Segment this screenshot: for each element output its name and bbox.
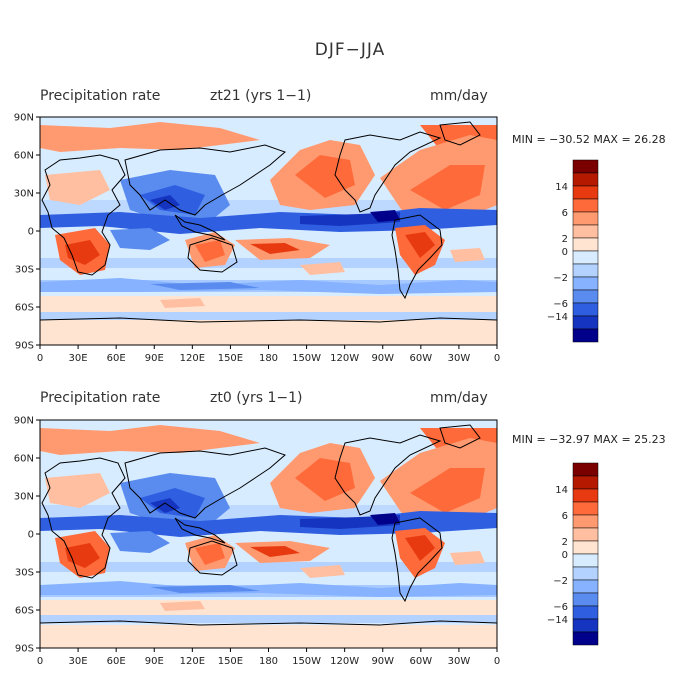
lon-tick-label: 180 — [259, 353, 278, 364]
colorbar-swatch — [572, 224, 599, 239]
panel-1-max: MAX = 26.28 — [593, 133, 666, 146]
colorbar-swatch — [572, 553, 599, 568]
lon-tick-label: 90W — [371, 353, 394, 364]
colorbar-swatch — [572, 185, 599, 200]
lat-tick-label: 90S — [15, 644, 34, 655]
colorbar-swatch — [572, 514, 599, 529]
colorbar-label: 2 — [562, 234, 568, 245]
panel-2-coastlines — [40, 424, 497, 626]
lon-tick-label: 60E — [107, 353, 126, 364]
colorbar-label: 0 — [562, 247, 568, 258]
lat-tick-label: 90S — [15, 341, 34, 352]
lon-tick-label: 120W — [330, 353, 359, 364]
panel-2-max: MAX = 25.23 — [593, 433, 666, 446]
lat-tick-label: 90N — [14, 113, 34, 124]
lon-tick-label: 90E — [145, 656, 164, 667]
lon-tick-label: 90W — [371, 656, 394, 667]
panel-1-min: MIN = −30.52 — [512, 133, 590, 146]
lon-tick-label: 120W — [330, 656, 359, 667]
colorbar-swatch — [572, 198, 599, 213]
lon-tick-label: 30W — [448, 353, 471, 364]
colorbar-swatch — [572, 592, 599, 607]
panel-1-units: mm/day — [430, 88, 488, 104]
colorbar-swatch — [572, 159, 599, 174]
lon-tick-label: 180 — [259, 656, 278, 667]
colorbar-label: −6 — [553, 602, 568, 613]
lat-tick-label: 60N — [14, 151, 34, 162]
colorbar-label: −2 — [553, 273, 568, 284]
lon-tick-label: 60E — [107, 656, 126, 667]
colorbar-swatch — [572, 579, 599, 594]
lat-tick-label: 90N — [14, 416, 34, 427]
panel-1-run: zt21 (yrs 1−1) — [210, 88, 312, 104]
lon-tick-label: 0 — [37, 656, 43, 667]
figure-title: DJF−JJA — [314, 40, 386, 60]
lat-tick-label: 30S — [15, 568, 34, 579]
lat-tick-label: 60N — [14, 454, 34, 465]
colorbar-swatch — [572, 527, 599, 542]
colorbar-swatch — [572, 289, 599, 304]
lon-tick-label: 150E — [218, 656, 243, 667]
lon-tick-label: 150W — [292, 353, 321, 364]
panel-2-map — [40, 420, 497, 648]
colorbar-swatch — [572, 462, 599, 477]
lon-tick-label: 150W — [292, 656, 321, 667]
colorbar-swatch — [572, 618, 599, 633]
lat-tick-label: 30N — [14, 189, 34, 200]
lon-tick-label: 30E — [69, 353, 88, 364]
lon-tick-label: 60W — [410, 353, 433, 364]
colorbar-swatch — [572, 172, 599, 187]
lat-tick-label: 30N — [14, 492, 34, 503]
lon-tick-label: 150E — [218, 353, 243, 364]
panel-1-map — [40, 117, 497, 345]
lat-tick-label: 30S — [15, 265, 34, 276]
colorbar-label: −14 — [547, 615, 568, 626]
colorbar-label: 14 — [555, 182, 568, 193]
colorbar-swatch — [572, 501, 599, 516]
lon-tick-label: 60W — [410, 656, 433, 667]
colorbar-swatch — [572, 540, 599, 555]
colorbar-swatch — [572, 302, 599, 317]
colorbar-label: −2 — [553, 576, 568, 587]
lat-tick-label: 0 — [28, 227, 34, 238]
colorbar-swatch — [572, 263, 599, 278]
colorbar-swatch — [572, 328, 599, 343]
lon-tick-label: 0 — [37, 353, 43, 364]
colorbar-swatch — [572, 605, 599, 620]
lat-tick-label: 0 — [28, 530, 34, 541]
colorbar-label: −6 — [553, 299, 568, 310]
colorbar-swatch — [572, 237, 599, 252]
panel-2-min: MIN = −32.97 — [512, 433, 590, 446]
colorbar-label: 0 — [562, 550, 568, 561]
panel-1-coastlines — [40, 121, 497, 323]
colorbar-swatch — [572, 631, 599, 646]
lat-tick-label: 60S — [15, 606, 34, 617]
colorbar-swatch — [572, 475, 599, 490]
panel-2-run: zt0 (yrs 1−1) — [210, 390, 303, 406]
colorbar-label: 6 — [562, 511, 568, 522]
lon-tick-label: 90E — [145, 353, 164, 364]
colorbar-label: −14 — [547, 312, 568, 323]
panel-1-variable: Precipitation rate — [40, 88, 161, 104]
colorbar-swatch — [572, 566, 599, 581]
lon-tick-label: 30W — [448, 656, 471, 667]
lon-tick-label: 120E — [180, 353, 205, 364]
colorbar-label: 6 — [562, 208, 568, 219]
colorbar-swatch — [572, 276, 599, 291]
colorbar-label: 14 — [555, 485, 568, 496]
colorbar-swatch — [572, 488, 599, 503]
colorbar-swatch — [572, 250, 599, 265]
lon-tick-label: 0 — [494, 656, 500, 667]
colorbar-swatch — [572, 315, 599, 330]
panel-2-variable: Precipitation rate — [40, 390, 161, 406]
lon-tick-label: 30E — [69, 656, 88, 667]
lon-tick-label: 0 — [494, 353, 500, 364]
lat-tick-label: 60S — [15, 303, 34, 314]
lon-tick-label: 120E — [180, 656, 205, 667]
colorbar-label: 2 — [562, 537, 568, 548]
panel-2-units: mm/day — [430, 390, 488, 406]
colorbar-swatch — [572, 211, 599, 226]
